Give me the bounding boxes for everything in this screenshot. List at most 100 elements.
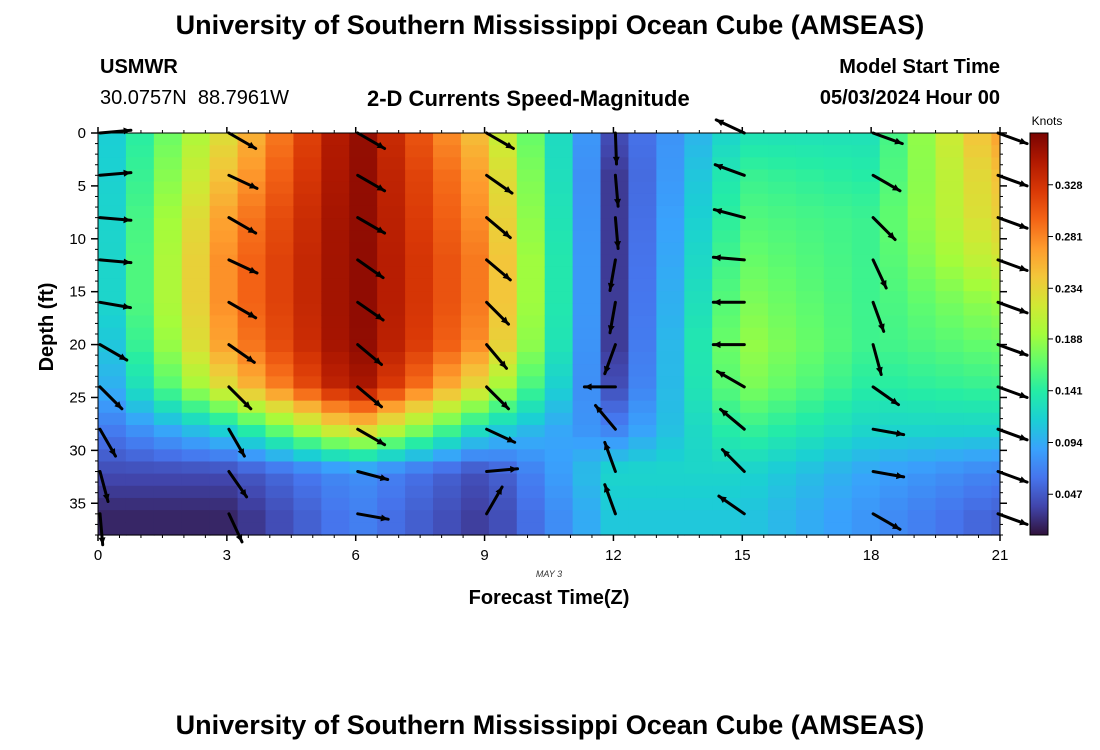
- heatmap-cell: [125, 157, 155, 171]
- heatmap-cell: [237, 376, 267, 390]
- heatmap-cell: [963, 497, 993, 511]
- heatmap-cell: [488, 169, 518, 183]
- heatmap-cell: [265, 303, 295, 317]
- heatmap-cell: [125, 388, 155, 402]
- heatmap-cell: [377, 157, 406, 171]
- heatmap-cell: [153, 242, 183, 256]
- current-arrow: [871, 300, 886, 333]
- heatmap-cell: [544, 510, 574, 523]
- heatmap-cell: [768, 242, 797, 256]
- heatmap-cell: [991, 181, 1001, 195]
- current-arrow: [227, 343, 256, 364]
- heatmap-cell: [712, 412, 741, 426]
- heatmap-cell: [600, 266, 630, 280]
- heatmap-cell: [237, 242, 267, 256]
- footer-title: University of Southern Mississippi Ocean…: [175, 710, 925, 740]
- heatmap-cell: [125, 278, 155, 292]
- heatmap-cell: [544, 522, 574, 536]
- heatmap-cell: [628, 376, 657, 390]
- heatmap-cell: [125, 364, 155, 377]
- heatmap-cell: [544, 157, 574, 171]
- heatmap-cell: [572, 400, 602, 414]
- heatmap-cell: [907, 522, 937, 536]
- heatmap-cell: [265, 291, 295, 304]
- heatmap-cell: [851, 169, 881, 183]
- heatmap-cell: [181, 376, 211, 390]
- heatmap-cell: [935, 327, 965, 341]
- heatmap-cell: [209, 510, 239, 523]
- heatmap-cell: [433, 364, 462, 377]
- heatmap-cell: [433, 412, 462, 426]
- heatmap-cell: [321, 437, 350, 450]
- heatmap-cell: [656, 461, 685, 475]
- heatmap-cell: [544, 412, 574, 426]
- heatmap-cell: [321, 193, 350, 207]
- heatmap-cell: [935, 473, 965, 487]
- heatmap-cell: [823, 510, 853, 523]
- heatmap-cell: [405, 388, 434, 402]
- heatmap-cell: [516, 351, 546, 365]
- heatmap-cell: [293, 437, 322, 450]
- heatmap-cell: [209, 315, 239, 329]
- heatmap-cell: [879, 303, 909, 317]
- heatmap-cell: [628, 193, 657, 207]
- heatmap-cell: [572, 303, 602, 317]
- heatmap-cell: [293, 157, 322, 171]
- heatmap-cell: [433, 376, 462, 390]
- heatmap-cell: [656, 133, 685, 146]
- heatmap-cell: [907, 485, 937, 499]
- heatmap-cell: [98, 205, 127, 219]
- heatmap-cell: [684, 424, 713, 438]
- heatmap-cell: [823, 424, 853, 438]
- heatmap-cell: [544, 266, 574, 280]
- heatmap-cell: [377, 266, 406, 280]
- heatmap-cell: [823, 412, 853, 426]
- heatmap-cell: [405, 412, 434, 426]
- heatmap-cell: [600, 388, 630, 402]
- heatmap-cell: [460, 254, 490, 268]
- heatmap-cell: [405, 242, 434, 256]
- heatmap-cell: [740, 388, 769, 402]
- heatmap-cell: [572, 242, 602, 256]
- heatmap-cell: [181, 145, 211, 158]
- heatmap-cell: [768, 485, 797, 499]
- heatmap-cell: [740, 291, 769, 304]
- heatmap-cell: [740, 254, 769, 268]
- heatmap-cell: [795, 510, 825, 523]
- chart-subtitle: 2-D Currents Speed-Magnitude: [367, 86, 690, 111]
- heatmap-cell: [656, 485, 685, 499]
- heatmap-cell: [823, 400, 853, 414]
- heatmap-cell: [851, 291, 881, 304]
- heatmap-cell: [125, 376, 155, 390]
- heatmap-cell: [488, 339, 518, 353]
- heatmap-cell: [349, 339, 378, 353]
- heatmap-cell: [460, 388, 490, 402]
- heatmap-cell: [991, 388, 1001, 402]
- heatmap-cell: [544, 424, 574, 438]
- heatmap-cell: [265, 339, 295, 353]
- heatmap-cell: [879, 193, 909, 207]
- heatmap-cell: [823, 133, 853, 146]
- heatmap-cell: [628, 145, 657, 158]
- heatmap-cell: [516, 327, 546, 341]
- heatmap-cell: [768, 193, 797, 207]
- heatmap-cell: [516, 169, 546, 183]
- heatmap-cell: [823, 449, 853, 463]
- current-arrow: [98, 343, 129, 362]
- current-arrow: [227, 300, 258, 320]
- heatmap-cell: [768, 278, 797, 292]
- heatmap-cell: [237, 291, 267, 304]
- heatmap-cell: [544, 327, 574, 341]
- heatmap-cell: [963, 473, 993, 487]
- current-arrow: [711, 298, 746, 306]
- heatmap-cell: [656, 412, 685, 426]
- heatmap-cell: [153, 327, 183, 341]
- heatmap-cell: [433, 230, 462, 244]
- heatmap-cell: [293, 351, 322, 365]
- heatmap-cell: [795, 449, 825, 463]
- current-arrow: [715, 369, 746, 389]
- heatmap-cell: [125, 230, 155, 244]
- heatmap-cell: [488, 193, 518, 207]
- current-arrow: [485, 216, 512, 240]
